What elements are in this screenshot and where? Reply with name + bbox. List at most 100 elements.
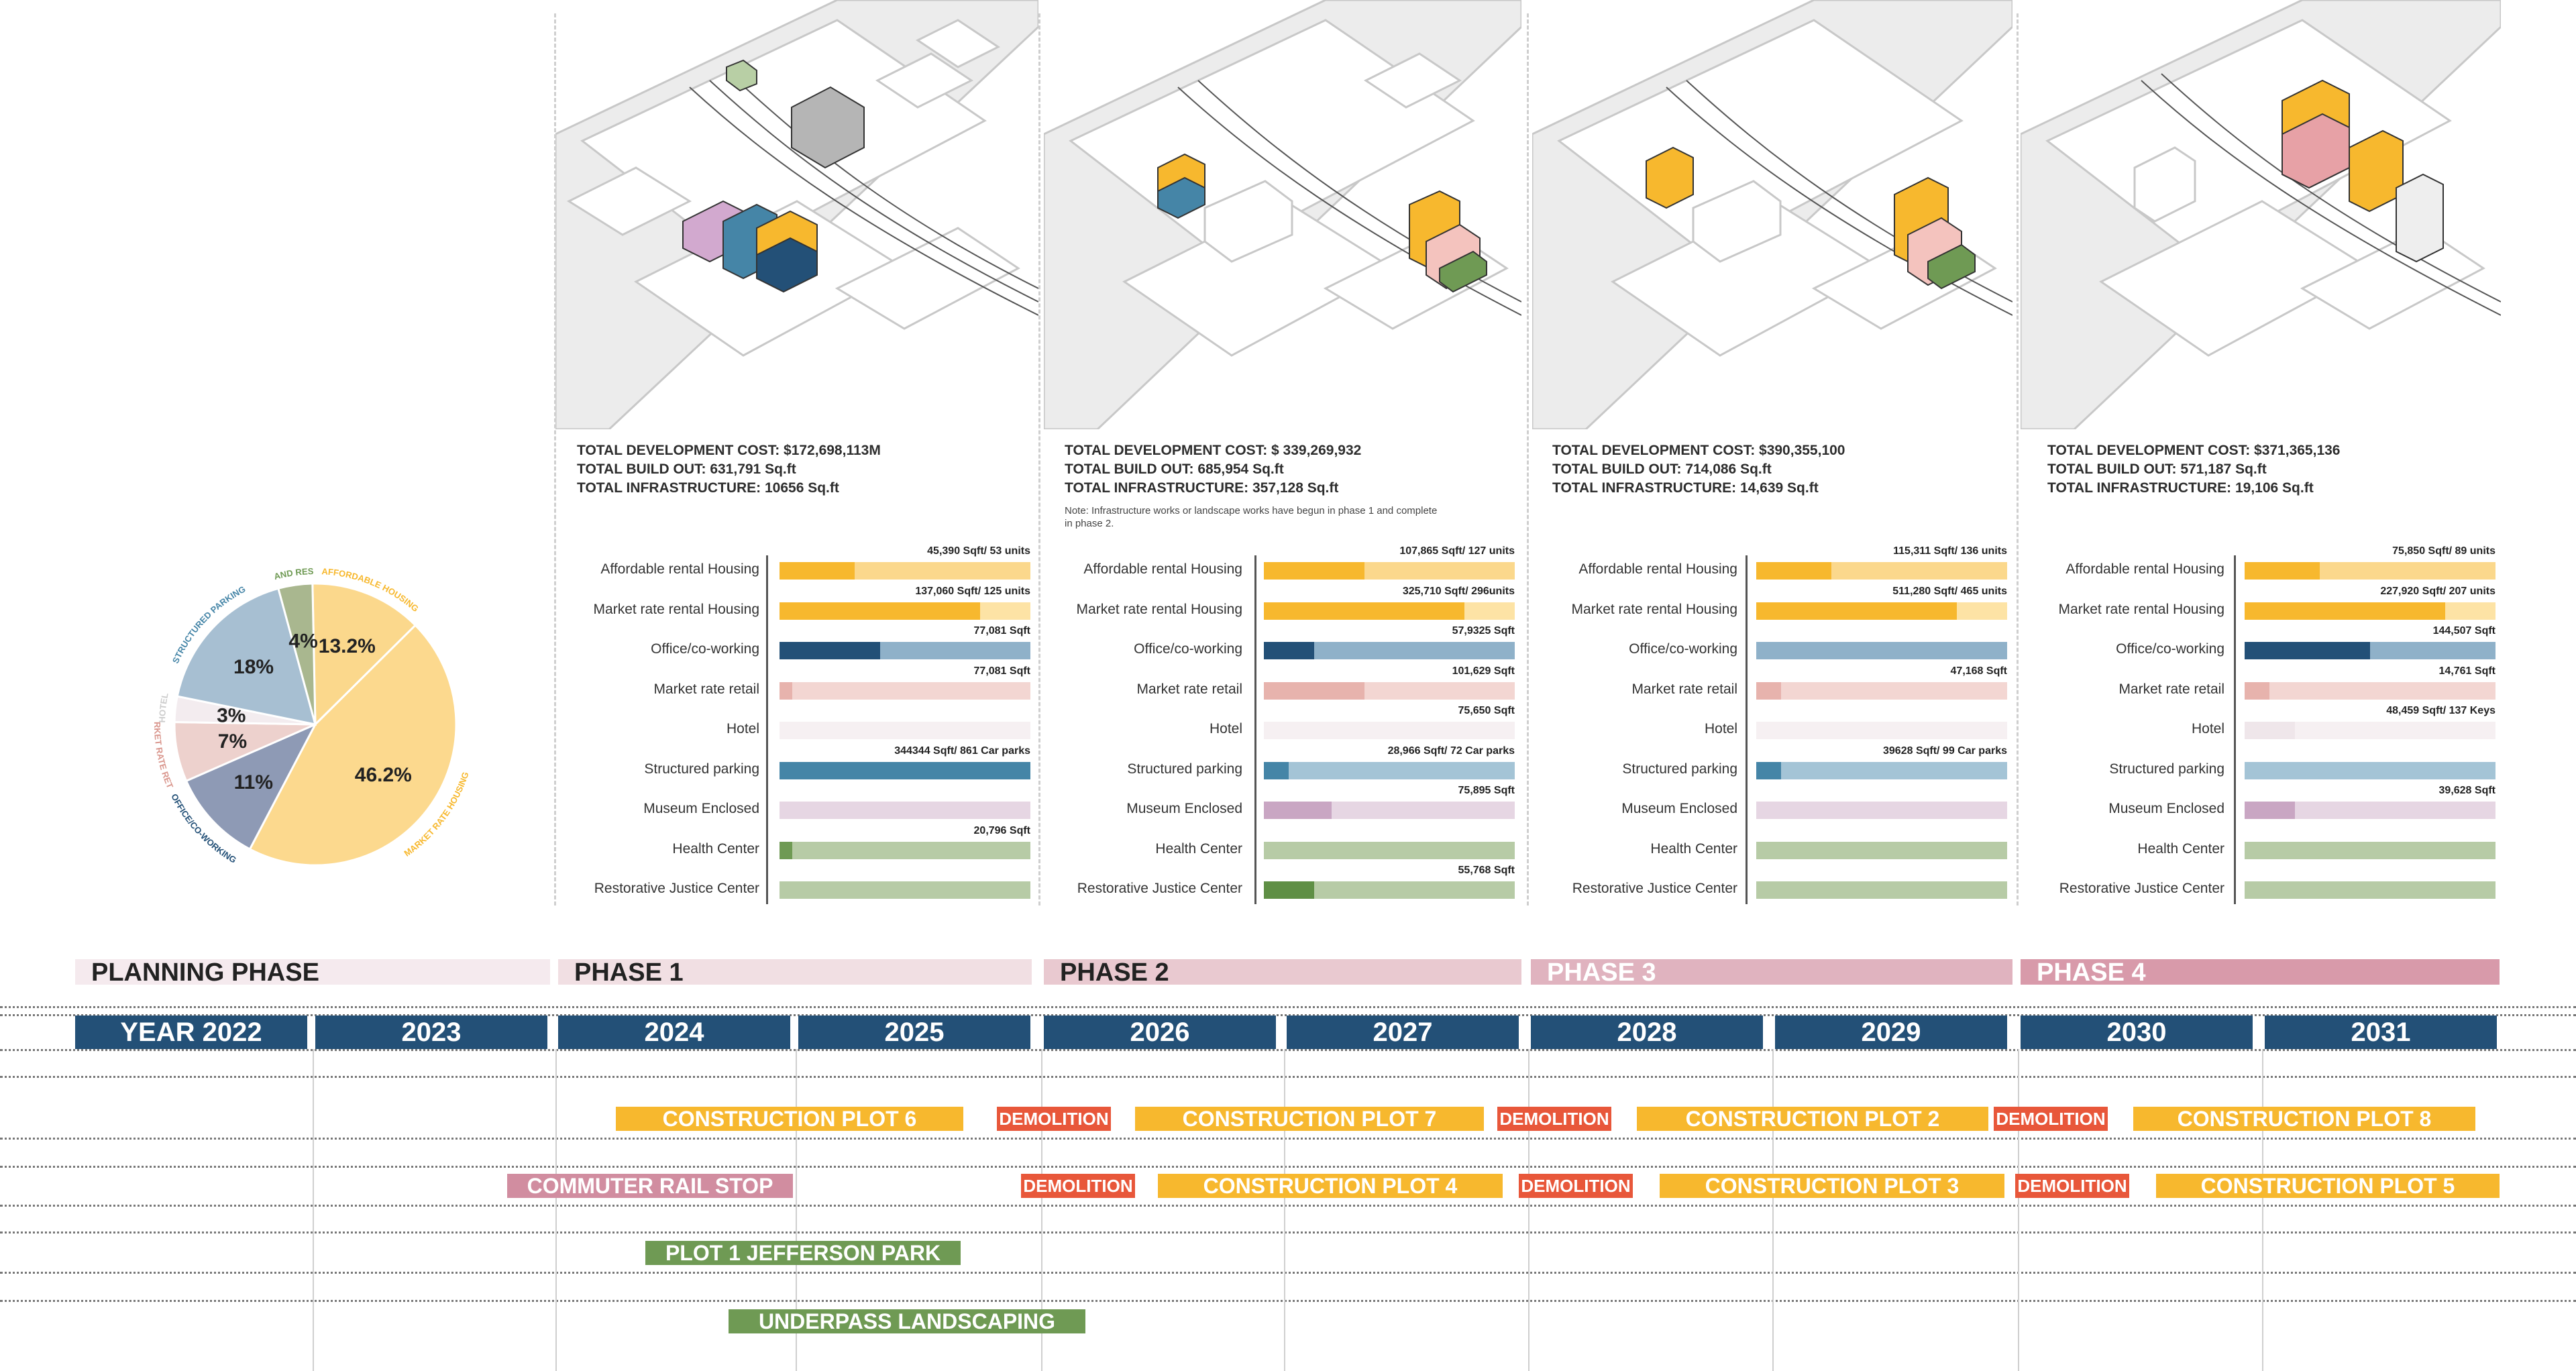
bar-fill-market <box>780 602 981 620</box>
row-label-retail: Market rate retail <box>1631 681 1737 697</box>
total-development-cost: TOTAL DEVELOPMENT COST: $390,355,100 <box>1552 443 1845 458</box>
row-label-office: Office/co-working <box>651 641 759 657</box>
bar-fill-office <box>780 642 880 659</box>
bar-health <box>780 841 1030 859</box>
bar-value-affordable: 45,390 Sqft/ 53 units <box>927 545 1030 557</box>
year-grid-line <box>2018 1049 2019 1371</box>
bar-value-affordable: 115,311 Sqft/ 136 units <box>1893 545 2007 557</box>
phase-bar-0: PLANNING PHASE <box>75 959 550 986</box>
task-demolition: DEMOLITION <box>1497 1107 1611 1131</box>
phase-3-stats: TOTAL DEVELOPMENT COST: $390,355,100 TOT… <box>1552 441 1845 498</box>
pie-category-label: MARKET RATE RETAIL <box>127 537 175 790</box>
bar-justice <box>2245 881 2496 899</box>
panel-separator <box>2017 13 2019 906</box>
bar-value-health: 20,796 Sqft <box>973 824 1030 836</box>
bar-value-retail: 77,081 Sqft <box>973 665 1030 677</box>
bar-affordable <box>2245 562 2496 580</box>
pie-value-label: 7% <box>218 730 247 753</box>
bar-value-office: 57,9325 Sqft <box>1452 625 1515 637</box>
bar-value-affordable: 75,850 Sqft/ 89 units <box>2392 545 2496 557</box>
isometric-drawing <box>1532 0 2012 429</box>
bar-fill-market <box>1264 602 1465 620</box>
task-demolition: DEMOLITION <box>1519 1174 1633 1198</box>
bar-retail <box>780 681 1030 700</box>
bar-fill-retail <box>2245 681 2270 700</box>
row-label-health: Health Center <box>1155 840 1242 857</box>
bar-value-market: 511,280 Sqft/ 465 units <box>1892 585 2007 597</box>
bar-fill-market <box>1756 602 1957 620</box>
pie-slice-6 <box>176 587 317 726</box>
row-label-office: Office/co-working <box>1134 641 1242 657</box>
year-7: 2029 <box>1775 1016 2007 1049</box>
bar-museum <box>2245 802 2496 819</box>
bar-museum <box>780 802 1030 819</box>
phase-bar-4: PHASE 4 <box>2021 959 2500 986</box>
bar-table-axis <box>2234 555 2236 904</box>
total-build-out: TOTAL BUILD OUT: 631,791 Sq.ft <box>577 461 796 477</box>
pie-slice-1 <box>311 582 417 727</box>
total-build-out: TOTAL BUILD OUT: 714,086 Sq.ft <box>1552 461 1772 477</box>
phase-1-stats: TOTAL DEVELOPMENT COST: $172,698,113M TO… <box>577 441 881 498</box>
bar-value-office: 77,081 Sqft <box>973 625 1030 637</box>
pie-slice-3 <box>184 722 318 851</box>
pie-category-label: MUSEUM, HEALTH CENTER, AND RESTORATIVE J… <box>127 537 314 582</box>
pie-value-label: 11% <box>234 771 273 793</box>
year-2: 2024 <box>558 1016 790 1049</box>
bar-office <box>780 642 1030 659</box>
timeline-guide-line <box>0 1006 2576 1008</box>
bar-fill-parking <box>1264 761 1289 779</box>
bar-hotel <box>2245 722 2496 739</box>
pie-value-label: 13.2% <box>319 635 376 657</box>
isometric-phase-4 <box>2021 0 2501 429</box>
bar-value-parking: 344344 Sqft/ 861 Car parks <box>894 745 1030 757</box>
isometric-drawing <box>2021 0 2501 429</box>
bar-value-parking: 39628 Sqft/ 99 Car parks <box>1883 745 2007 757</box>
row-label-retail: Market rate retail <box>653 681 759 697</box>
bar-office <box>1756 642 2007 659</box>
bar-value-market: 325,710 Sqft/ 296units <box>1402 585 1515 597</box>
task-construction: CONSTRUCTION PLOT 2 <box>1637 1107 1988 1131</box>
task-construction: CONSTRUCTION PLOT 5 <box>2156 1174 2500 1198</box>
task-construction: CONSTRUCTION PLOT 8 <box>2133 1107 2475 1131</box>
bar-justice <box>1264 881 1515 899</box>
row-label-justice: Restorative Justice Center <box>594 881 759 896</box>
task-construction: CONSTRUCTION PLOT 4 <box>1158 1174 1503 1198</box>
bar-parking <box>1756 761 2007 779</box>
task-park: PLOT 1 JEFFERSON PARK <box>645 1241 961 1265</box>
task-rail: COMMUTER RAIL STOP <box>507 1174 793 1198</box>
bar-health <box>2245 841 2496 859</box>
bar-justice <box>1756 881 2007 899</box>
bar-fill-parking <box>1756 761 1782 779</box>
row-label-museum: Museum Enclosed <box>1621 801 1737 816</box>
row-label-parking: Structured parking <box>644 761 759 777</box>
bar-value-affordable: 107,865 Sqft/ 127 units <box>1399 545 1515 557</box>
timeline-guide-line <box>0 1205 2576 1207</box>
isometric-phase-3 <box>1532 0 2012 429</box>
panel-separator <box>1527 13 1529 906</box>
bar-museum <box>1756 802 2007 819</box>
bar-fill-hotel <box>2245 722 2295 739</box>
year-8: 2030 <box>2021 1016 2253 1049</box>
year-grid-line <box>2262 1049 2263 1371</box>
row-label-retail: Market rate retail <box>2118 681 2224 697</box>
bar-museum <box>1264 802 1515 819</box>
bar-value-market: 137,060 Sqft/ 125 units <box>915 585 1030 597</box>
timeline-guide-line <box>0 1166 2576 1168</box>
row-label-hotel: Hotel <box>1704 721 1737 736</box>
bar-fill-affordable <box>780 562 855 580</box>
year-grid-line <box>1284 1049 1285 1371</box>
year-grid-line <box>1528 1049 1529 1371</box>
row-label-justice: Restorative Justice Center <box>2059 881 2224 896</box>
bar-justice <box>780 881 1030 899</box>
bar-value-museum: 75,895 Sqft <box>1458 785 1515 796</box>
phase-bar-1: PHASE 1 <box>558 959 1032 986</box>
pie-slice-2 <box>248 624 458 867</box>
bar-fill-retail <box>1756 681 1782 700</box>
row-label-health: Health Center <box>672 840 759 857</box>
bar-fill-health <box>780 841 792 859</box>
bar-health <box>1756 841 2007 859</box>
year-grid-line <box>555 1049 557 1371</box>
task-construction: CONSTRUCTION PLOT 6 <box>616 1107 963 1131</box>
bar-value-retail: 14,761 Sqft <box>2438 665 2496 677</box>
bar-table-axis <box>1254 555 1256 904</box>
